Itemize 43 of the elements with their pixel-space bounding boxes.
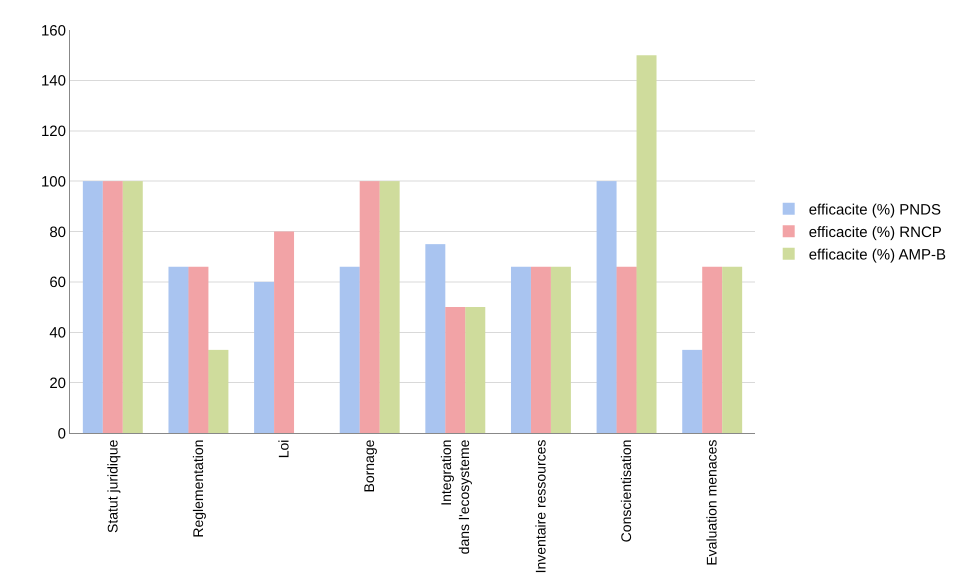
x-tick-label: Bornage: [361, 439, 378, 493]
y-tick-label: 120: [40, 123, 66, 140]
bar: [360, 181, 380, 433]
bar: [102, 181, 123, 433]
legend-label: efficacite (%) PNDS: [808, 202, 941, 219]
x-tick-label: Conscientisation: [618, 440, 634, 542]
bar: [340, 266, 360, 433]
bar: [425, 244, 446, 433]
y-tick-label: 140: [40, 72, 66, 90]
bar: [82, 181, 103, 433]
x-tick-label: Evaluation menaces: [704, 440, 720, 566]
y-tick-label: 80: [49, 224, 66, 241]
y-tick-label: 0: [58, 425, 66, 442]
bar: [445, 307, 466, 433]
x-tick-label: Integration dans l'ecosysteme: [438, 439, 472, 554]
y-tick-label: 100: [40, 173, 66, 190]
bar: [636, 55, 657, 433]
x-tick-label: Inventaire ressources: [532, 440, 548, 574]
bar: [722, 266, 742, 433]
x-tick-label: Loi: [276, 440, 292, 458]
y-tick-label: 60: [49, 274, 66, 292]
x-tick-label: Statut juridique: [104, 439, 120, 534]
bar: [465, 307, 486, 433]
y-tick-label: 40: [49, 324, 66, 342]
bar: [274, 232, 294, 433]
y-tick-label: 160: [40, 22, 66, 40]
bar: [550, 266, 571, 433]
legend-label: efficacite (%) RNCP: [808, 224, 942, 242]
bar: [510, 266, 531, 433]
legend-label: efficacite (%) AMP-B: [808, 246, 946, 264]
bar: [208, 350, 228, 433]
bar: [596, 181, 617, 433]
bar: [122, 181, 143, 433]
bar: [168, 266, 188, 433]
bar: [380, 181, 400, 433]
bar: [530, 266, 551, 433]
x-tick-label: Reglementation: [190, 440, 206, 538]
bar: [702, 266, 722, 433]
bar: [188, 266, 208, 433]
bar: [254, 282, 274, 433]
bar: [682, 350, 702, 433]
bar: [616, 266, 637, 433]
y-tick-label: 20: [49, 374, 66, 392]
